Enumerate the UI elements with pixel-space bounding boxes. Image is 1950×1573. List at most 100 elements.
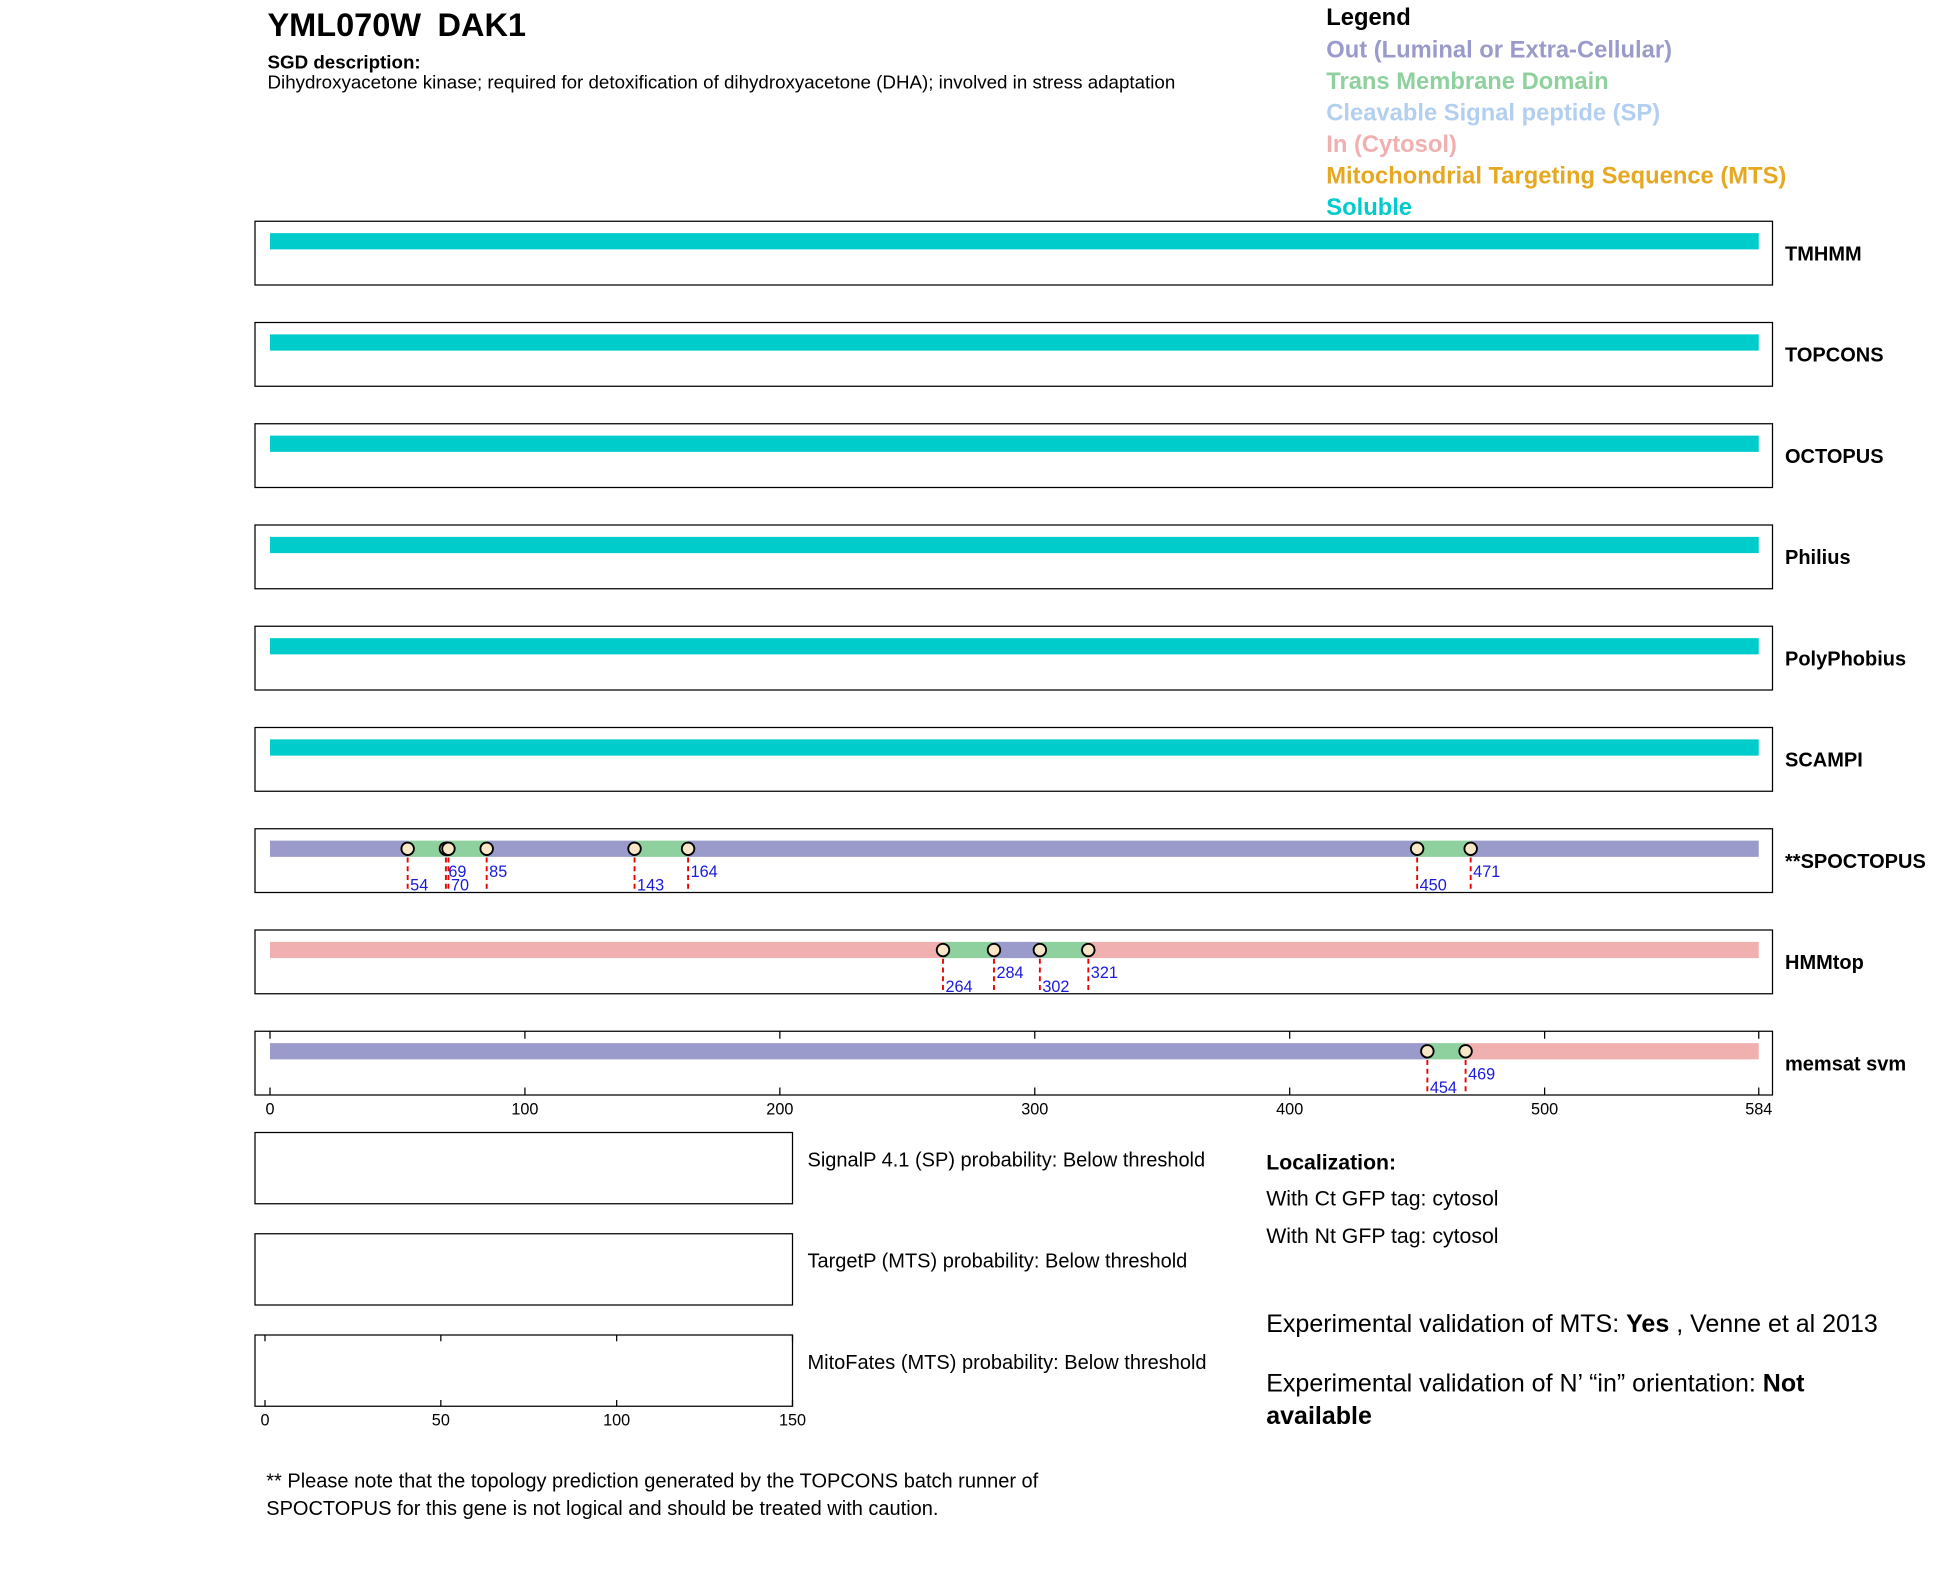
probability-box	[254, 1334, 794, 1407]
boundary-label: 471	[1473, 863, 1500, 881]
region	[270, 739, 1759, 756]
track-box	[254, 828, 1774, 894]
region	[486, 840, 635, 857]
boundary-label: 454	[1430, 1079, 1457, 1097]
boundary-label: 469	[1468, 1065, 1495, 1083]
region	[270, 435, 1759, 452]
legend-item: Trans Membrane Domain	[1326, 68, 1608, 95]
boundary-marker	[400, 841, 415, 856]
boundary-marker	[479, 841, 494, 856]
orientation-box: Experimental validation of N’ “in” orien…	[1266, 1368, 1866, 1433]
tick-label: 400	[1276, 1100, 1303, 1118]
boundary-marker	[441, 841, 456, 856]
region	[407, 840, 446, 857]
track-name: HMMtop	[1785, 952, 1864, 974]
localization-ct: With Ct GFP tag: cytosol	[1266, 1187, 1498, 1211]
tick-label: 100	[511, 1100, 538, 1118]
boundary-label: 164	[691, 863, 718, 881]
boundary-label: 264	[945, 978, 972, 996]
tick-label: 500	[1531, 1100, 1558, 1118]
tick-label: 584	[1745, 1100, 1772, 1118]
legend-title: Legend	[1326, 4, 1410, 31]
boundary-label: 143	[637, 877, 664, 895]
mts-source: , Venne et al 2013	[1676, 1310, 1878, 1338]
boundary-marker	[680, 841, 696, 856]
boundary-label: 69	[448, 863, 466, 881]
probability-box	[254, 1233, 794, 1306]
track-name: SCAMPI	[1785, 750, 1863, 772]
gene-name: DAK1	[438, 7, 527, 43]
footnote-box: ** Please note that the topology predict…	[266, 1471, 1039, 1520]
localization-title: Localization:	[1266, 1150, 1396, 1174]
boundary-label: 321	[1091, 964, 1118, 982]
track-box	[254, 524, 1774, 590]
track-box	[254, 321, 1774, 387]
legend-item: Soluble	[1326, 194, 1412, 221]
boundary-label: 284	[996, 964, 1023, 982]
boundary-marker	[1032, 942, 1048, 958]
track-name: TMHMM	[1785, 243, 1862, 265]
track-box	[254, 220, 1774, 286]
localization-nt: With Nt GFP tag: cytosol	[1266, 1224, 1498, 1248]
region	[270, 638, 1759, 655]
region	[1088, 941, 1759, 959]
region	[270, 334, 1759, 351]
boundary-marker	[1420, 1044, 1435, 1059]
track-box	[254, 423, 1774, 489]
boundary-marker	[1463, 841, 1478, 856]
tick-label: 0	[260, 1412, 269, 1430]
boundary-marker	[986, 942, 1002, 958]
boundary-marker	[1409, 841, 1425, 856]
gene-id: YML070W	[268, 7, 422, 43]
boundary-label: 450	[1420, 877, 1447, 895]
tick-label: 300	[1021, 1100, 1048, 1118]
orientation-value: Not available	[1266, 1370, 1805, 1430]
region	[1470, 840, 1759, 857]
track-name: TOPCONS	[1785, 345, 1884, 367]
tick-label: 0	[265, 1100, 274, 1118]
boundary-marker	[1458, 1044, 1473, 1059]
mts-label: Experimental validation of MTS:	[1266, 1310, 1619, 1338]
region	[270, 233, 1759, 250]
boundary-marker	[935, 942, 951, 958]
probability-text: SignalP 4.1 (SP) probability: Below thre…	[807, 1150, 1206, 1172]
region	[270, 941, 943, 959]
region	[1417, 840, 1471, 857]
description: Dihydroxyacetone kinase; required for de…	[268, 72, 1176, 93]
track-name: OCTOPUS	[1785, 446, 1884, 468]
boundary-label: 70	[451, 877, 469, 895]
track-box	[254, 625, 1774, 691]
track-name: Philius	[1785, 547, 1851, 569]
boundary-label: 85	[489, 863, 507, 881]
tick-label: 100	[603, 1412, 630, 1430]
probability-text-box: MitoFates (MTS) probability: Below thres…	[808, 1353, 1207, 1374]
footnote: ** Please note that the topology predict…	[266, 1471, 1039, 1520]
legend-item: Out (Luminal or Extra-Cellular)	[1326, 37, 1672, 64]
region	[993, 941, 1040, 959]
orientation-label: Experimental validation of N’ “in” orien…	[1266, 1370, 1756, 1398]
probability-box	[254, 1131, 794, 1205]
mts-value: Yes	[1626, 1310, 1669, 1338]
boundary-label: 302	[1042, 978, 1069, 996]
region	[448, 840, 487, 857]
track-box	[254, 726, 1774, 792]
tick-label: 200	[766, 1100, 793, 1118]
legend-item: Cleavable Signal peptide (SP)	[1326, 100, 1660, 127]
region	[1465, 1043, 1759, 1060]
probability-text-box: TargetP (MTS) probability: Below thresho…	[808, 1251, 1188, 1272]
legend-item: Mitochondrial Targeting Sequence (MTS)	[1326, 163, 1786, 190]
region	[634, 840, 689, 857]
boundary-label: 54	[410, 877, 428, 895]
boundary-marker	[627, 841, 642, 856]
mts-validation: Experimental validation of MTS: Yes , Ve…	[1266, 1310, 1878, 1338]
boundary-marker	[1081, 942, 1096, 958]
probability-text-box: SignalP 4.1 (SP) probability: Below thre…	[807, 1150, 1206, 1172]
region	[270, 1043, 1428, 1060]
track-box	[254, 929, 1774, 995]
orientation-text: Experimental validation of N’ “in” orien…	[1266, 1368, 1866, 1433]
legend-item: In (Cytosol)	[1326, 131, 1457, 158]
track-name: memsat svm	[1785, 1053, 1906, 1075]
region	[1427, 1043, 1466, 1060]
